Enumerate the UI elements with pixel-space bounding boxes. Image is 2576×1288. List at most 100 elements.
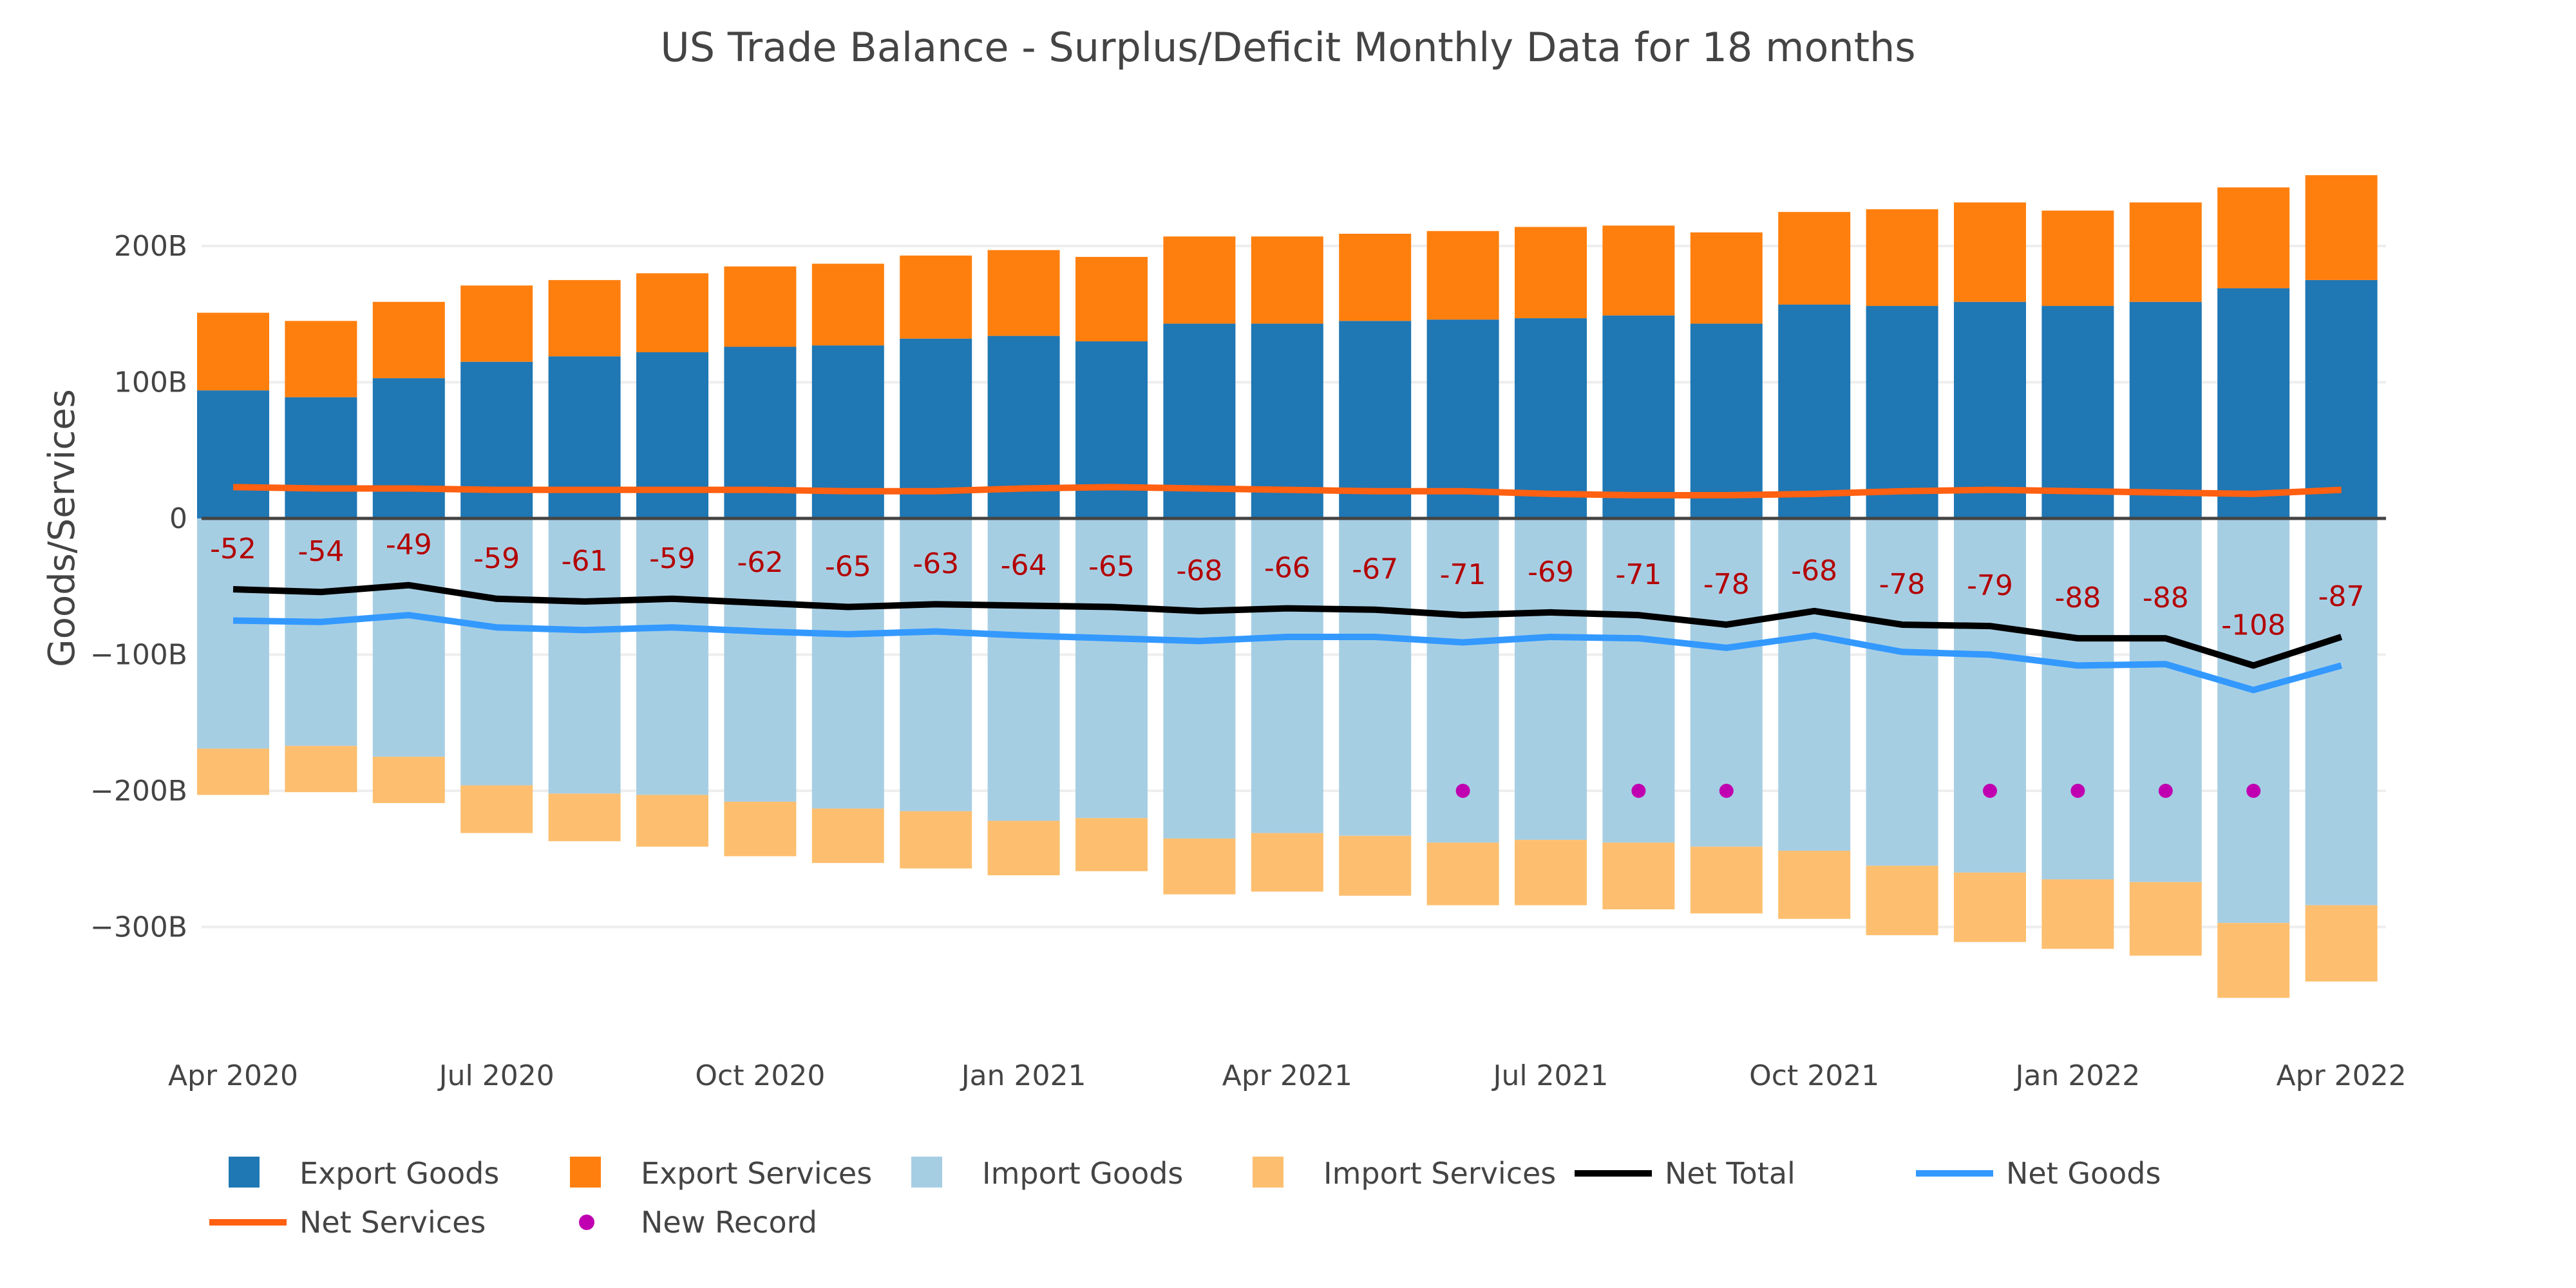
data-label: -63 <box>913 547 959 580</box>
bar-export-services <box>2217 187 2290 289</box>
bar-export-goods <box>1339 321 1412 518</box>
bar-export-services <box>1163 236 1236 324</box>
bar-import-services <box>1251 833 1323 892</box>
bar-export-goods <box>1602 315 1675 518</box>
bar-export-goods <box>1426 319 1499 518</box>
bar-import-services <box>1339 835 1412 896</box>
data-label: -49 <box>386 529 432 562</box>
new-record-marker <box>1631 784 1646 798</box>
bar-import-services <box>285 746 357 793</box>
bar-export-services <box>900 255 972 339</box>
bar-export-goods <box>548 356 621 518</box>
legend-swatch-icon <box>1253 1157 1283 1188</box>
y-tick-label: −100B <box>90 639 187 672</box>
bar-import-services <box>2129 882 2202 956</box>
bar-export-services <box>460 285 533 362</box>
lines <box>232 484 2343 694</box>
bar-export-services <box>1339 233 1412 321</box>
bar-import-services <box>811 808 884 864</box>
bar-import-services <box>2041 879 2114 949</box>
y-tick-label: −200B <box>90 775 187 808</box>
x-tick-label: Oct 2020 <box>695 1059 825 1092</box>
data-label: -59 <box>473 542 520 575</box>
bar-import-services <box>636 795 708 847</box>
x-tick-label: Jan 2021 <box>960 1059 1086 1092</box>
bar-import-services <box>460 785 533 833</box>
bar-export-services <box>372 301 445 379</box>
bar-import-goods <box>1954 518 2026 873</box>
legend-label: Export Services <box>641 1156 872 1191</box>
bar-import-goods <box>2129 518 2202 882</box>
bar-export-goods <box>2217 288 2290 518</box>
bar-export-goods <box>285 397 357 518</box>
bar-export-goods <box>460 361 533 518</box>
data-label: -62 <box>737 546 783 579</box>
x-tick-label: Jul 2020 <box>437 1059 554 1092</box>
legend-item[interactable]: New Record <box>579 1205 817 1240</box>
new-record-marker <box>2158 784 2173 798</box>
y-tick-label: 100B <box>114 366 187 399</box>
bar-import-services <box>1866 866 1938 936</box>
legend-item[interactable]: Net Total <box>1575 1156 1795 1191</box>
legend-label: Net Total <box>1665 1156 1795 1191</box>
y-axis-ticks: 200B 100B 0 −100B −200B −300B <box>90 230 187 944</box>
legend-item[interactable]: Export Services <box>570 1156 872 1191</box>
bar-import-services <box>900 811 972 869</box>
data-label: -54 <box>298 535 344 568</box>
bar-import-goods <box>1251 518 1323 833</box>
bar-export-services <box>1515 227 1587 319</box>
legend-item[interactable]: Import Goods <box>911 1156 1183 1191</box>
x-tick-label: Apr 2022 <box>2277 1059 2407 1092</box>
data-label: -61 <box>562 545 608 578</box>
legend-label: Net Services <box>299 1205 486 1240</box>
legend-swatch-icon <box>229 1157 260 1188</box>
new-record-markers <box>1455 784 2261 798</box>
bar-export-services <box>1778 212 1851 305</box>
bar-export-services <box>2305 175 2378 280</box>
legend-item[interactable]: Net Services <box>209 1205 486 1240</box>
new-record-marker <box>2246 784 2261 798</box>
x-tick-label: Apr 2021 <box>1222 1059 1352 1092</box>
bar-export-goods <box>1690 323 1763 518</box>
y-tick-label: −300B <box>90 911 187 944</box>
legend-line-icon <box>1916 1170 1993 1177</box>
bar-import-services <box>1426 842 1499 905</box>
bar-import-goods <box>460 518 533 786</box>
bar-import-goods <box>2305 518 2378 905</box>
legend-item[interactable]: Net Goods <box>1916 1156 2161 1191</box>
data-label: -65 <box>1088 550 1135 583</box>
bar-export-services <box>548 279 621 357</box>
bar-import-services <box>1690 846 1763 914</box>
bar-export-goods <box>1515 318 1587 518</box>
bar-import-goods <box>1515 518 1587 840</box>
legend-swatch-icon <box>570 1157 601 1188</box>
bar-export-services <box>1251 236 1323 324</box>
data-label: -79 <box>1967 569 2013 602</box>
bar-import-goods <box>2041 518 2114 880</box>
bar-import-goods <box>1778 518 1851 851</box>
x-tick-label: Jan 2022 <box>2014 1059 2141 1092</box>
legend-item[interactable]: Import Services <box>1253 1156 1556 1191</box>
data-label: -68 <box>1176 554 1222 587</box>
data-label: -87 <box>2318 580 2365 613</box>
x-tick-label: Jul 2021 <box>1491 1059 1608 1092</box>
data-label: -66 <box>1264 552 1311 585</box>
bar-export-goods <box>372 378 445 518</box>
x-tick-label: Oct 2021 <box>1749 1059 1879 1092</box>
bar-import-goods <box>1163 518 1236 839</box>
bar-import-services <box>2305 905 2378 982</box>
x-axis-ticks: Apr 2020 Jul 2020 Oct 2020 Jan 2021 Apr 2021… <box>168 1059 2407 1092</box>
bar-export-goods <box>2129 301 2202 518</box>
data-label: -65 <box>825 550 871 583</box>
bar-import-goods <box>987 518 1060 821</box>
legend-item[interactable]: Export Goods <box>229 1156 499 1191</box>
bar-export-services <box>1954 202 2026 302</box>
bar-import-services <box>1163 838 1236 895</box>
bar-export-services <box>724 266 797 347</box>
bar-export-goods <box>2041 306 2114 518</box>
bar-import-services <box>2217 923 2290 998</box>
bar-import-goods <box>372 518 445 757</box>
chart-title: US Trade Balance - Surplus/Deficit Month… <box>660 24 1915 71</box>
bar-export-services <box>1690 232 1763 324</box>
